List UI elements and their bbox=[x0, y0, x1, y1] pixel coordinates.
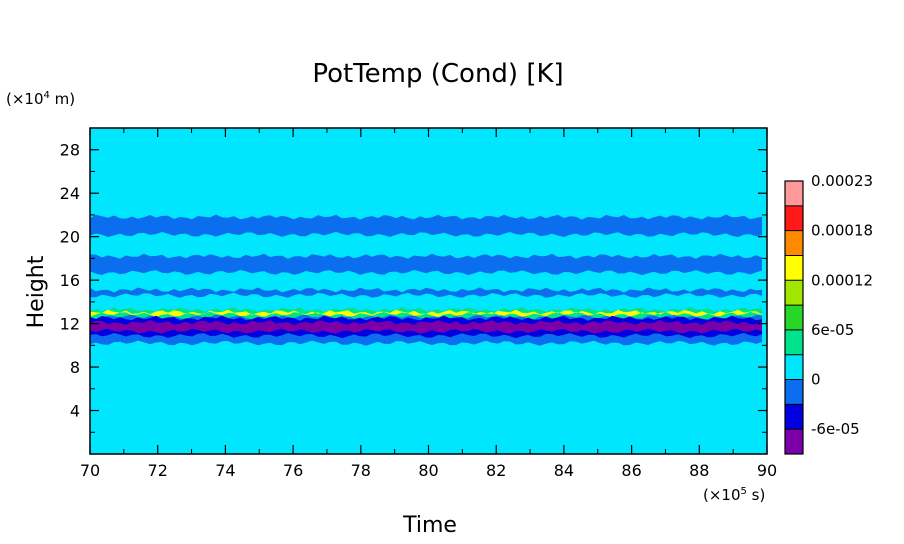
x-tick-label: 78 bbox=[351, 461, 371, 480]
x-axis-label: Time bbox=[402, 513, 457, 538]
x-tick-label: 90 bbox=[757, 461, 777, 480]
colorbar-label: 0.00023 bbox=[811, 172, 873, 190]
colorbar-swatch bbox=[785, 230, 803, 256]
colorbar-label: -6e-05 bbox=[811, 420, 860, 438]
y-tick-label: 4 bbox=[70, 402, 80, 421]
x-tick-label: 88 bbox=[689, 461, 709, 480]
x-tick-label: 76 bbox=[283, 461, 303, 480]
contour-band bbox=[90, 306, 762, 320]
colorbar-frame bbox=[784, 180, 804, 455]
contour-band bbox=[90, 214, 762, 237]
y-tick-label: 24 bbox=[60, 184, 80, 203]
y-tick-label: 12 bbox=[60, 315, 80, 334]
colorbar-swatch bbox=[785, 379, 803, 405]
colorbar-swatch bbox=[785, 305, 803, 330]
x-tick-label: 86 bbox=[621, 461, 641, 480]
colorbar-label: 0.00018 bbox=[811, 222, 873, 240]
x-tick-label: 82 bbox=[486, 461, 506, 480]
colorbar-swatch bbox=[785, 181, 803, 206]
colorbar-swatch bbox=[785, 205, 803, 231]
colorbar-swatch bbox=[785, 354, 803, 380]
plot-area bbox=[89, 127, 768, 455]
contour-band bbox=[90, 287, 762, 298]
y-scale-label: (×104 m) bbox=[6, 90, 75, 108]
x-tick-label: 84 bbox=[554, 461, 574, 480]
x-tick-label: 70 bbox=[80, 461, 100, 480]
colorbar-label: 6e-05 bbox=[811, 321, 854, 339]
colorbar-swatch bbox=[785, 429, 803, 454]
contour-band bbox=[90, 309, 762, 317]
colorbar-label: 0 bbox=[811, 371, 821, 389]
contour-band bbox=[90, 253, 762, 276]
colorbar-swatch bbox=[785, 280, 803, 306]
x-tick-label: 72 bbox=[148, 461, 168, 480]
x-tick-label: 80 bbox=[418, 461, 438, 480]
colorbar-label: 0.00012 bbox=[811, 271, 873, 289]
contour-band bbox=[90, 319, 762, 334]
chart-title: PotTemp (Cond) [K] bbox=[312, 59, 563, 89]
colorbar-swatch bbox=[785, 255, 803, 281]
colorbar-swatch bbox=[785, 329, 803, 355]
x-scale-label: (×105 s) bbox=[703, 486, 765, 504]
y-tick-label: 8 bbox=[70, 358, 80, 377]
x-tick-label: 74 bbox=[215, 461, 235, 480]
y-axis-label: Height bbox=[24, 255, 49, 328]
y-tick-label: 28 bbox=[60, 141, 80, 160]
x-axis: 70 72 74 76 78 80 82 84 86 88 90 bbox=[80, 128, 777, 480]
y-tick-label: 20 bbox=[60, 228, 80, 247]
colorbar-swatch bbox=[785, 404, 803, 430]
colorbar: -6e-05 0 6e-05 0.00012 0.00018 0.00023 bbox=[784, 172, 873, 455]
y-axis: 4 8 12 16 20 24 28 bbox=[60, 141, 767, 433]
y-tick-label: 16 bbox=[60, 271, 80, 290]
